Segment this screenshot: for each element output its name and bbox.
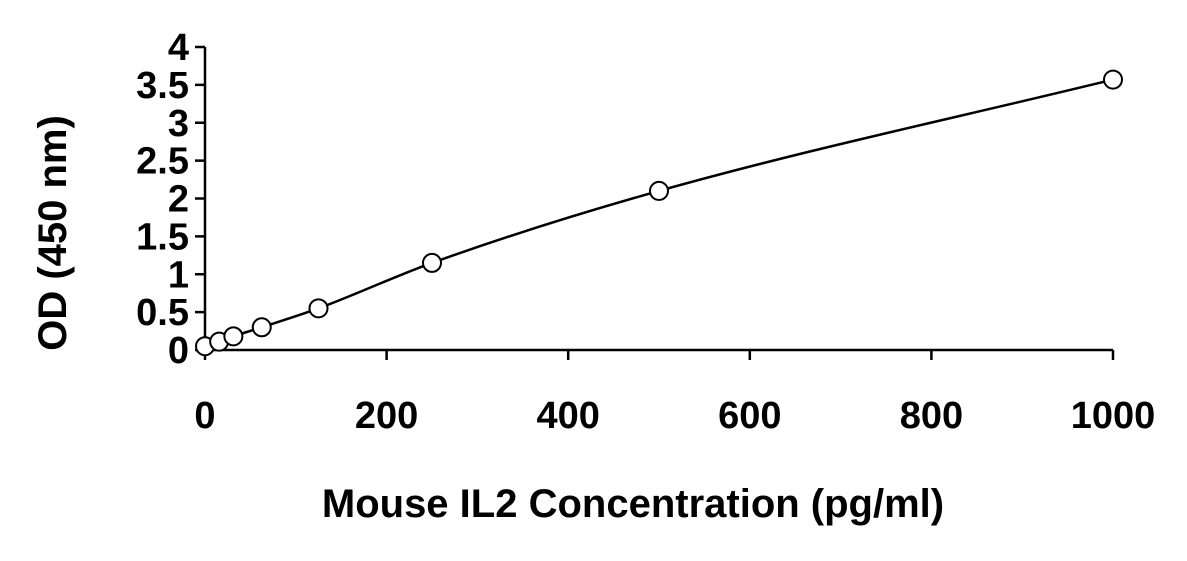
x-tick-label: 800 bbox=[900, 395, 963, 437]
x-tick-label: 400 bbox=[536, 395, 599, 437]
y-tick-label: 0 bbox=[168, 330, 189, 372]
x-tick-label: 200 bbox=[355, 395, 418, 437]
x-axis-title: Mouse IL2 Concentration (pg/ml) bbox=[322, 482, 944, 526]
data-point bbox=[1103, 69, 1123, 90]
y-tick-label: 1.5 bbox=[136, 216, 189, 258]
y-tick-label: 3 bbox=[168, 103, 189, 145]
y-tick-label: 2.5 bbox=[136, 141, 189, 183]
x-tick-label: 600 bbox=[718, 395, 781, 437]
y-tick-label: 0.5 bbox=[136, 292, 189, 334]
x-ticks: 0 200 400 600 800 1000 bbox=[194, 350, 1155, 437]
y-ticks: 00.511.522.533.54 bbox=[136, 27, 205, 372]
y-tick-label: 3.5 bbox=[136, 65, 189, 107]
data-markers bbox=[195, 69, 1123, 357]
x-tick-label: 0 bbox=[194, 395, 215, 437]
x-tick-label: 1000 bbox=[1071, 395, 1156, 437]
data-point bbox=[223, 326, 244, 347]
y-tick-label: 1 bbox=[168, 254, 189, 296]
data-point bbox=[649, 180, 669, 201]
trend-curve bbox=[204, 78, 1114, 348]
y-axis-title: OD (450 nm) bbox=[31, 115, 75, 351]
y-tick-label: 2 bbox=[168, 179, 189, 221]
data-point bbox=[251, 317, 272, 338]
data-point bbox=[422, 252, 442, 273]
data-point bbox=[308, 298, 329, 319]
y-tick-label: 4 bbox=[168, 27, 189, 69]
